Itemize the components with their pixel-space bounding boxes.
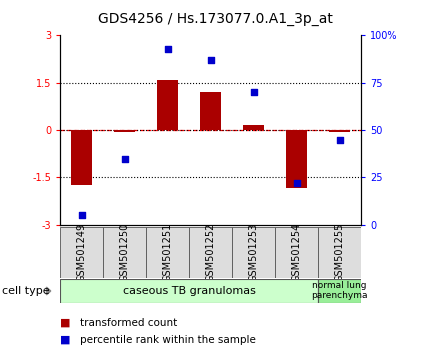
FancyBboxPatch shape [275,227,318,278]
Text: GSM501252: GSM501252 [206,223,216,282]
Text: GSM501249: GSM501249 [77,223,87,282]
Point [121,156,128,161]
Point [293,180,300,186]
FancyBboxPatch shape [146,227,189,278]
FancyBboxPatch shape [318,279,361,303]
Bar [200,92,221,130]
Text: GSM501253: GSM501253 [249,223,259,282]
FancyBboxPatch shape [60,227,103,278]
Bar [157,80,178,130]
Text: GSM501250: GSM501250 [120,223,130,282]
Text: cell type: cell type [2,286,50,296]
FancyBboxPatch shape [318,227,361,278]
Text: GDS4256 / Hs.173077.0.A1_3p_at: GDS4256 / Hs.173077.0.A1_3p_at [98,12,332,27]
Text: GSM501254: GSM501254 [292,223,302,282]
Point [78,212,85,218]
Text: transformed count: transformed count [80,318,177,328]
Text: percentile rank within the sample: percentile rank within the sample [80,335,255,345]
Text: ■: ■ [60,318,71,328]
Text: ■: ■ [60,335,71,345]
Point [250,89,257,95]
Bar [71,130,92,185]
Text: GSM501251: GSM501251 [163,223,173,282]
Point [207,57,214,63]
Text: caseous TB granulomas: caseous TB granulomas [123,286,256,296]
Bar [114,130,135,132]
FancyBboxPatch shape [232,227,275,278]
Bar [329,130,350,132]
Text: normal lung
parenchyma: normal lung parenchyma [311,281,368,300]
FancyBboxPatch shape [103,227,146,278]
Point [336,137,343,142]
Polygon shape [46,287,51,295]
Bar [286,130,307,188]
Bar [243,125,264,130]
FancyBboxPatch shape [189,227,232,278]
Point [164,46,171,51]
Text: GSM501255: GSM501255 [335,223,345,282]
FancyBboxPatch shape [60,279,318,303]
